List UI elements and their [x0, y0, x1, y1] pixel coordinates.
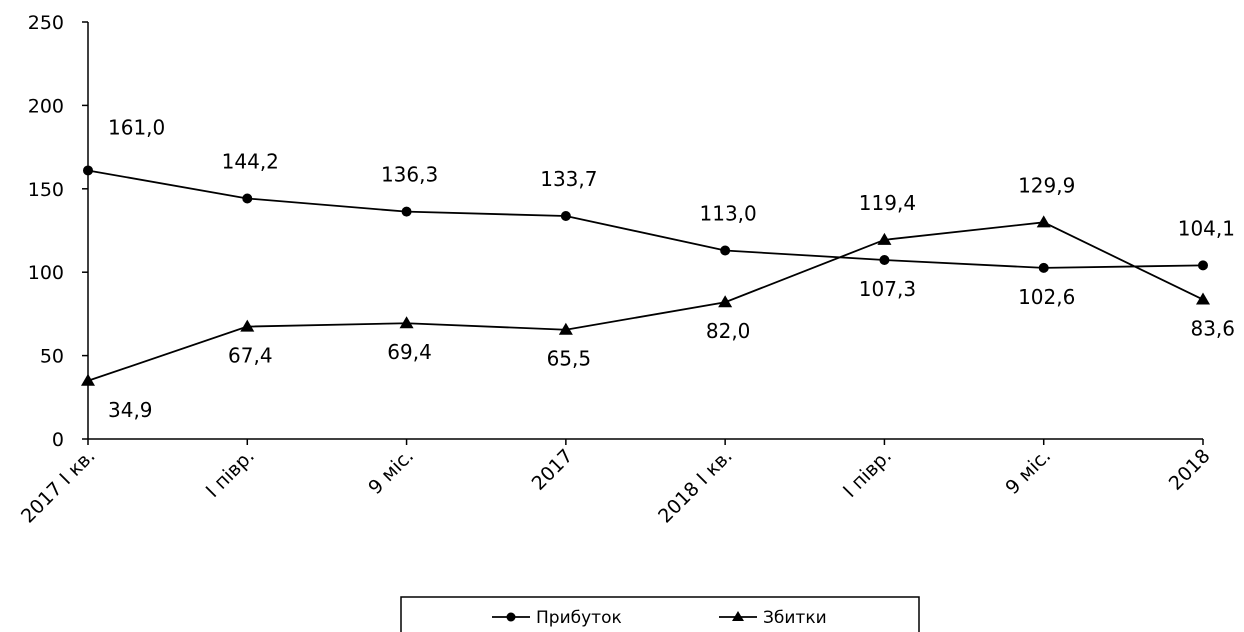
- x-tick-label: 9 міс.: [364, 445, 418, 499]
- point-marker-circle: [720, 245, 731, 256]
- data-label-series-1: 34,9: [108, 398, 153, 422]
- legend-item-loss: Збитки: [719, 608, 827, 628]
- series-lines: [87, 169, 1204, 382]
- y-ticks: 0 50 100 150 200 250: [28, 12, 88, 451]
- point-marker-triangle: [558, 322, 573, 335]
- series-markers: [81, 165, 1210, 386]
- data-label-series-1: 129,9: [1018, 173, 1075, 197]
- data-label-series-0: 113,0: [700, 202, 757, 226]
- point-marker-circle: [560, 210, 571, 221]
- y-tick-label: 50: [40, 346, 64, 368]
- point-marker-circle: [83, 165, 93, 176]
- point-marker-triangle: [1036, 215, 1051, 228]
- y-tick-label: 250: [28, 12, 64, 34]
- point-marker-circle: [242, 193, 253, 204]
- point-marker-circle: [401, 206, 412, 217]
- x-tick-label: 2017: [528, 445, 578, 495]
- series-line-0: [87, 169, 1204, 269]
- x-tick-label: 2017 I кв.: [17, 445, 100, 528]
- legend-label-loss: Збитки: [763, 608, 827, 628]
- data-label-series-1: 69,4: [387, 340, 432, 364]
- legend-item-profit: Прибуток: [492, 608, 622, 628]
- point-marker-circle: [879, 255, 890, 266]
- data-label-series-1: 67,4: [228, 344, 273, 368]
- axes: [87, 22, 1203, 440]
- legend-label-profit: Прибуток: [536, 608, 622, 628]
- data-label-series-0: 133,7: [540, 167, 597, 191]
- point-marker-triangle: [877, 232, 892, 245]
- x-ticks: 2017 I кв. I півр. 9 міс. 2017 2018 I кв. I п…: [17, 439, 1215, 528]
- legend-marker-circle: [506, 612, 516, 622]
- point-marker-triangle: [718, 295, 733, 308]
- data-label-series-0: 161,0: [108, 115, 165, 139]
- series-line-1: [87, 221, 1204, 382]
- point-marker-triangle: [399, 316, 414, 329]
- data-label-series-1: 82,0: [706, 319, 751, 343]
- data-label-series-0: 107,3: [859, 277, 916, 301]
- point-marker-triangle: [81, 373, 95, 386]
- y-tick-label: 150: [28, 179, 64, 201]
- x-tick-label: 2018: [1165, 445, 1215, 495]
- x-tick-label: I півр.: [202, 445, 259, 502]
- point-marker-triangle: [1196, 292, 1210, 305]
- legend-box: [400, 596, 920, 632]
- data-labels: 161,0 144,2 136,3 133,7 113,0 107,3 102,6 104,1…: [108, 115, 1235, 421]
- point-marker-circle: [1038, 262, 1049, 273]
- data-label-series-0: 136,3: [381, 163, 438, 187]
- y-tick-label: 200: [28, 95, 64, 117]
- legend-marker-triangle: [732, 611, 744, 621]
- y-tick-label: 0: [52, 429, 64, 451]
- x-tick-label: 9 міс.: [1001, 445, 1055, 499]
- x-tick-label: 2018 I кв.: [654, 445, 737, 528]
- data-label-series-0: 102,6: [1018, 285, 1075, 309]
- data-label-series-1: 65,5: [547, 347, 592, 371]
- data-label-series-0: 144,2: [222, 149, 279, 173]
- data-label-series-1: 83,6: [1190, 317, 1235, 341]
- data-label-series-1: 119,4: [859, 191, 916, 215]
- point-marker-triangle: [240, 319, 255, 332]
- point-marker-circle: [1198, 260, 1208, 271]
- x-tick-label: I півр.: [839, 445, 896, 502]
- y-tick-label: 100: [28, 262, 64, 284]
- data-label-series-0: 104,1: [1178, 216, 1235, 240]
- legend: Прибуток Збитки: [400, 596, 920, 632]
